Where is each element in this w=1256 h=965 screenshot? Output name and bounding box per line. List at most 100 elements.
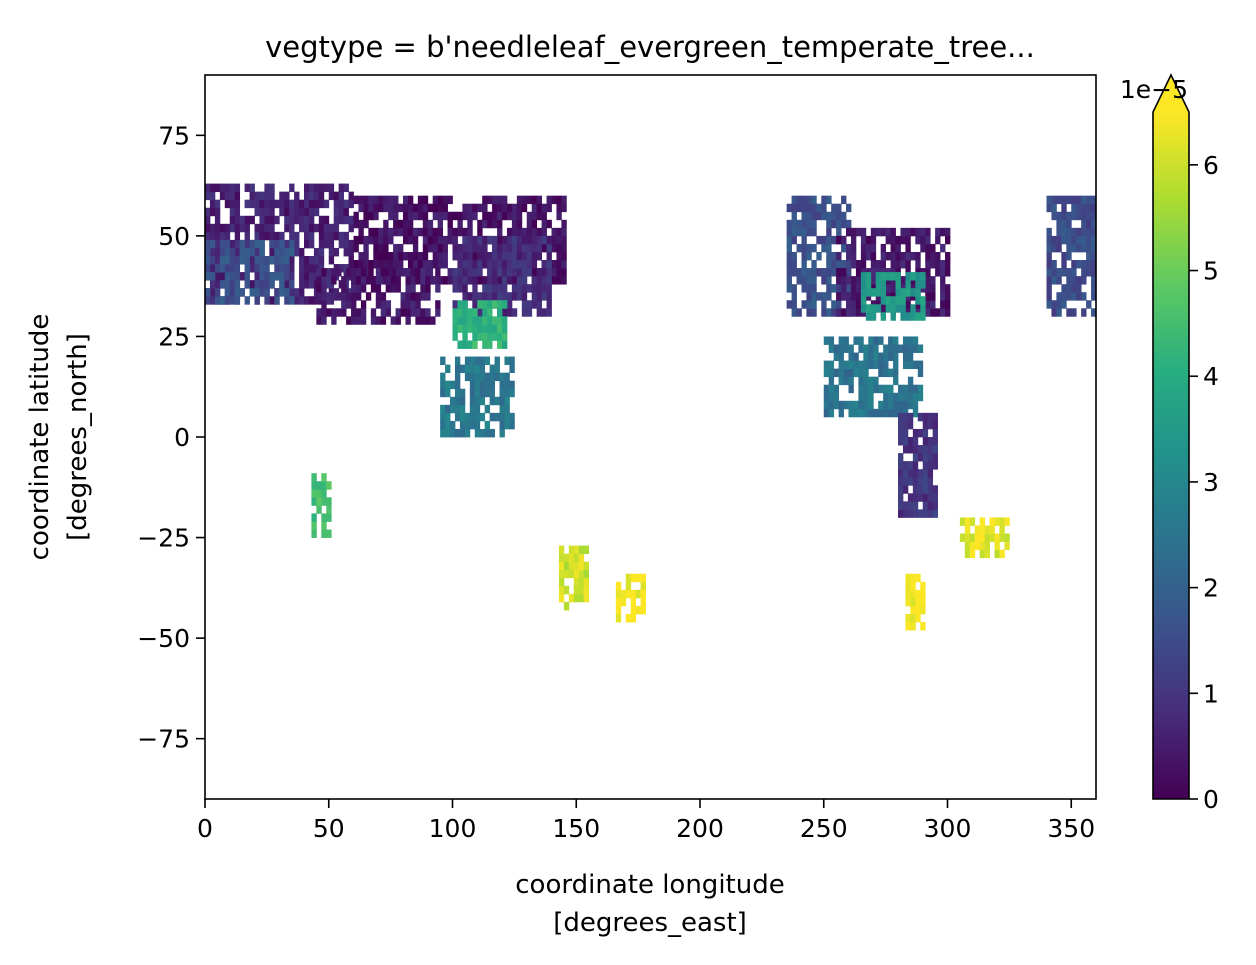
heatmap-cell-siberia [403, 211, 409, 221]
heatmap-cell-north-america-east [890, 251, 896, 261]
heatmap-cell-siberia [383, 219, 389, 229]
heatmap-cell-china-south [462, 308, 468, 317]
heatmap-cell-eurasia-west [239, 215, 245, 225]
heatmap-cell-siberia [447, 235, 453, 245]
heatmap-cell-siberia [447, 219, 453, 229]
heatmap-cell-central-asia [351, 276, 357, 285]
heatmap-cell-north-america-east [905, 235, 911, 245]
heatmap-cell-china-north [477, 292, 483, 301]
heatmap-cell-se-asia [454, 388, 461, 398]
heatmap-cell-siberia [437, 235, 443, 245]
heatmap-cell-usa-southeast [900, 288, 906, 297]
heatmap-cell-siberia [383, 235, 389, 245]
heatmap-cell-brazil-south [974, 525, 981, 534]
heatmap-cell-north-america-east [925, 292, 931, 301]
heatmap-cell-se-asia [504, 412, 510, 422]
heatmap-cell-north-america-east [945, 292, 951, 301]
heatmap-cell-se-asia [469, 388, 476, 398]
heatmap-cell-central-asia [341, 300, 347, 309]
heatmap-cell-siberia [477, 219, 483, 229]
x-tick-label: 150 [552, 814, 600, 843]
heatmap-cell-central-asia [420, 292, 426, 301]
heatmap-cell-siberia [427, 243, 434, 253]
heatmap-cell-mexico-central-america [893, 360, 899, 370]
heatmap-cell-mexico-central-america [883, 400, 889, 410]
heatmap-cell-new-zealand [620, 597, 627, 607]
heatmap-cell-eurasia-west [328, 191, 335, 201]
heatmap-cell-china-north [482, 243, 488, 253]
heatmap-cell-mexico-central-america [843, 376, 849, 386]
heatmap-cell-mexico-central-america [848, 408, 854, 418]
heatmap-cell-usa-southeast [870, 288, 877, 297]
heatmap-cell-south-america-andes [922, 469, 929, 478]
heatmap-cell-siberia [531, 235, 538, 245]
heatmap-cell-china-north [511, 268, 518, 277]
heatmap-cell-usa-southeast [905, 312, 911, 321]
heatmap-cell-siberia [516, 195, 523, 205]
heatmap-cell-eurasia-west [343, 183, 349, 193]
heatmap-cell-eurasia-west [318, 199, 325, 209]
heatmap-cell-north-america-west [821, 243, 827, 253]
heatmap-cell-siberia [363, 219, 369, 229]
heatmap-cell-siberia [452, 243, 458, 253]
heatmap-cell-china-south [492, 324, 498, 333]
heatmap-cell-north-america-east [935, 260, 941, 269]
heatmap-cell-china-north [546, 235, 552, 245]
heatmap-cell-se-asia [484, 380, 491, 390]
heatmap-cell-north-america-west [796, 195, 802, 205]
heatmap-cell-siberia [506, 227, 513, 237]
y-tick-label: 25 [158, 322, 190, 351]
heatmap-cell-siberia [531, 219, 538, 229]
heatmap-cell-europe-east-edge [1051, 276, 1057, 285]
heatmap-cell-eurasia-west [284, 223, 290, 233]
heatmap-cell-siberia [516, 227, 523, 237]
heatmap-cell-new-zealand [630, 589, 637, 599]
heatmap-cell-north-america-east [940, 300, 946, 309]
heatmap-cell-north-america-west [796, 243, 802, 253]
heatmap-cell-siberia [442, 260, 448, 269]
heatmap-cell-eurasia-west [294, 215, 300, 225]
heatmap-cell-eurasia-west-south [224, 239, 231, 249]
colorbar-tick-label: 6 [1203, 151, 1219, 180]
heatmap-cell-europe-east-edge [1091, 195, 1096, 205]
heatmap-cell-mexico-central-america [843, 360, 849, 370]
heatmap-cell-siberia [497, 276, 503, 285]
heatmap-cell-brazil-south [989, 525, 995, 534]
heatmap-cell-china-north [502, 251, 508, 261]
heatmap-cell-south-america-andes [932, 453, 938, 462]
heatmap-cell-eurasia-west [304, 191, 310, 201]
heatmap-cell-new-zealand [625, 573, 632, 583]
heatmap-cell-eurasia-west-south [209, 256, 216, 265]
heatmap-cell-europe-east-edge [1061, 211, 1067, 221]
heatmap-cell-se-asia [504, 372, 510, 382]
heatmap-cell-europe-east-edge [1066, 292, 1072, 301]
heatmap-cell-eurasia-west-south [269, 256, 275, 265]
heatmap-cell-siberia [541, 203, 547, 213]
heatmap-cell-se-asia [494, 364, 500, 374]
heatmap-cell-north-america-east [860, 243, 867, 253]
heatmap-cell-se-asia [504, 380, 510, 390]
heatmap-cell-china-south [462, 332, 468, 341]
heatmap-cell-australia-se [558, 569, 565, 579]
heatmap-cell-siberia [358, 219, 364, 229]
heatmap-cell-north-america-east [846, 308, 852, 317]
heatmap-cell-china-north [482, 235, 488, 245]
heatmap-cell-north-america-east [925, 227, 931, 237]
heatmap-cell-central-asia [410, 308, 416, 317]
heatmap-cell-brazil-south [999, 533, 1005, 542]
heatmap-cell-north-america-west [791, 195, 797, 205]
heatmap-cell-siberia [412, 243, 419, 253]
heatmap-cell-china-north [546, 260, 552, 269]
heatmap-cell-north-america-west [826, 235, 832, 245]
heatmap-cell-china-south [477, 300, 483, 309]
heatmap-cell-north-america-west [791, 211, 797, 221]
heatmap-cell-se-asia [484, 372, 491, 382]
heatmap-cell-se-asia [450, 380, 456, 390]
heatmap-cell-north-america-east [836, 268, 842, 277]
heatmap-cell-central-asia [316, 308, 322, 317]
heatmap-cell-eurasia-west [348, 247, 354, 257]
heatmap-cell-eurasia-west [338, 199, 344, 209]
heatmap-cell-siberia [556, 211, 562, 221]
heatmap-cell-australia-se [563, 561, 570, 571]
heatmap-cell-north-america-east [870, 235, 877, 245]
